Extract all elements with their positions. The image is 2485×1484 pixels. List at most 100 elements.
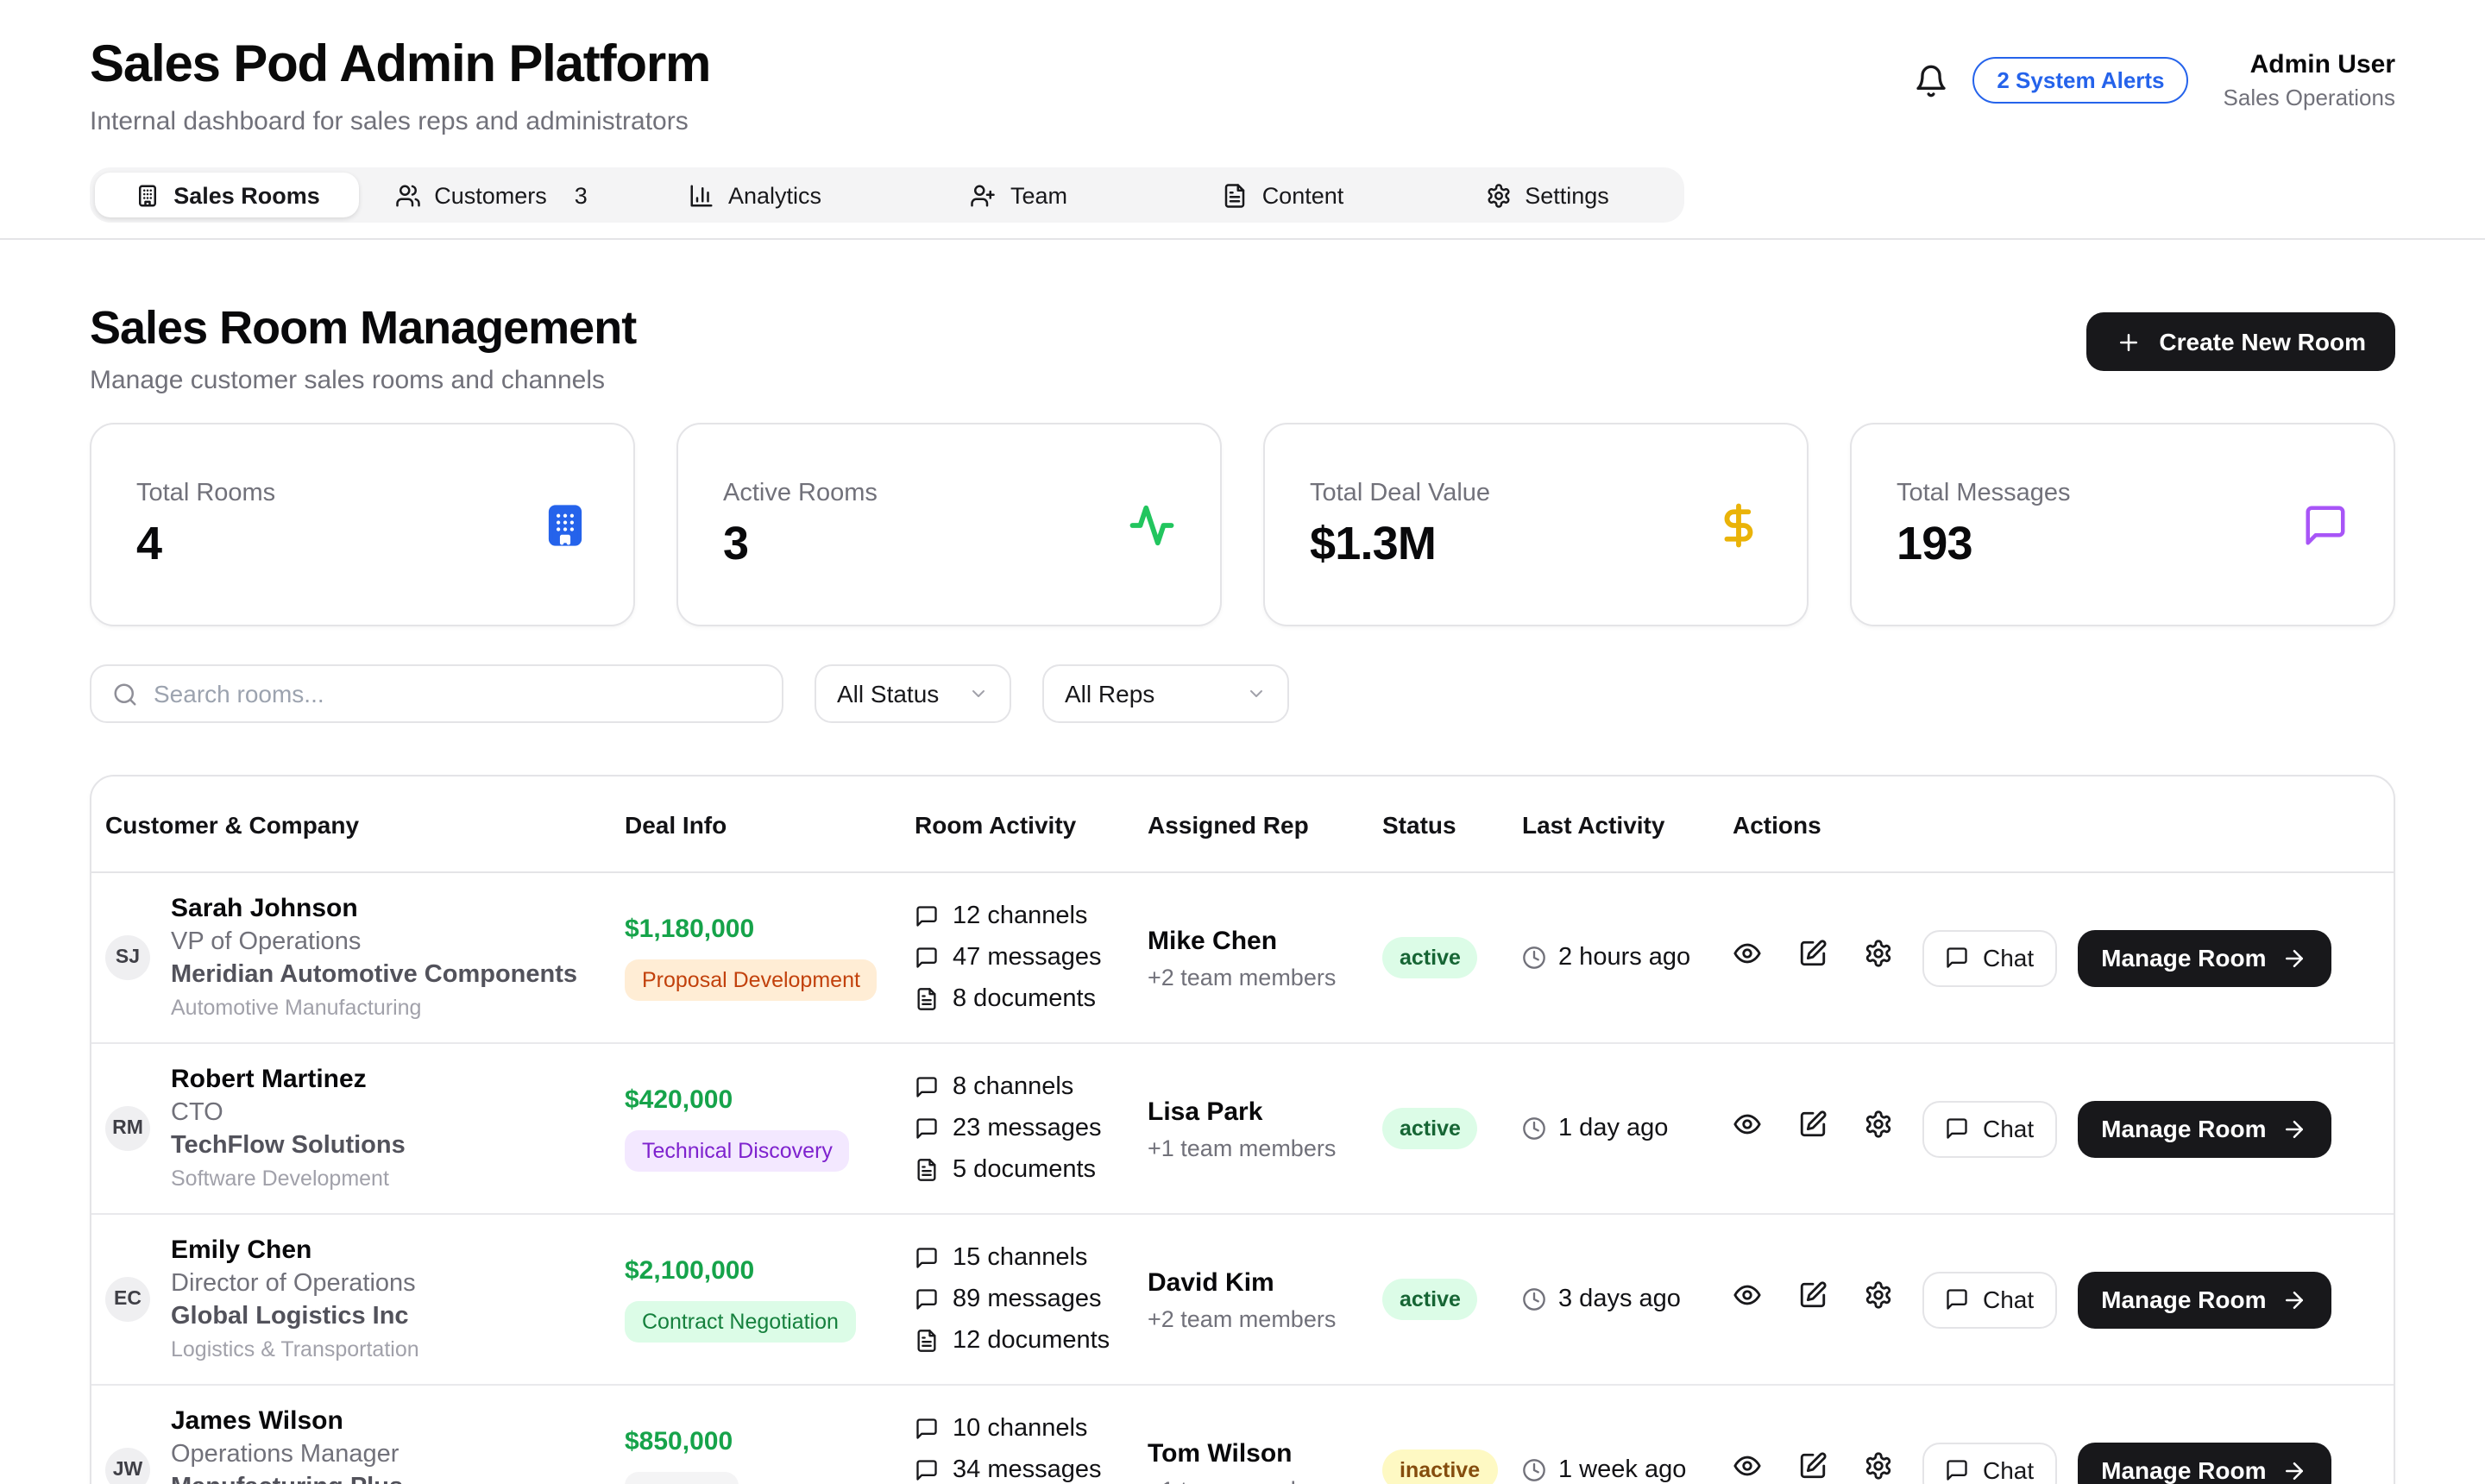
gear-icon [1864, 939, 1893, 968]
deal-value: $420,000 [625, 1085, 915, 1115]
app-root: Sales Pod Admin Platform Internal dashbo… [0, 0, 2485, 1484]
manage-room-button[interactable]: Manage Room [2077, 1271, 2331, 1328]
rep-team: +1 team members [1148, 1135, 1382, 1161]
rep-name: Lisa Park [1148, 1096, 1382, 1130]
channels-count: 8 channels [953, 1073, 1073, 1101]
chat-button[interactable]: Chat [1922, 1271, 2056, 1328]
reps-filter-select[interactable]: All Reps [1042, 664, 1289, 723]
stat-value: 3 [723, 517, 878, 570]
stat-label: Total Messages [1897, 479, 2071, 506]
chat-button[interactable]: Chat [1922, 929, 2056, 986]
chat-icon [1945, 946, 1969, 970]
gear-icon [1864, 1451, 1893, 1481]
rep-cell: Mike Chen +2 team members [1148, 925, 1382, 990]
view-button[interactable] [1733, 939, 1762, 977]
view-button[interactable] [1733, 1110, 1762, 1148]
gear-icon [1864, 1280, 1893, 1310]
clock-icon [1522, 1287, 1546, 1311]
customer-industry: Logistics & Transportation [171, 1336, 419, 1365]
deal-value: $2,100,000 [625, 1256, 915, 1286]
edit-button[interactable] [1798, 1451, 1828, 1484]
eye-icon [1733, 1280, 1762, 1310]
page-title: Sales Room Management [90, 302, 636, 355]
manage-room-button[interactable]: Manage Room [2077, 929, 2331, 986]
tab-analytics[interactable]: Analytics [623, 173, 887, 217]
tab-sales-rooms[interactable]: Sales Rooms [95, 173, 359, 217]
chat-button[interactable]: Chat [1922, 1442, 2056, 1484]
avatar: RM [105, 1106, 150, 1151]
customer-company: Global Logistics Inc [171, 1301, 419, 1334]
clock-icon [1522, 946, 1546, 970]
manage-room-button[interactable]: Manage Room [2077, 1100, 2331, 1157]
status-cell: active [1382, 937, 1522, 978]
documents-count: 8 documents [953, 985, 1096, 1013]
page-head: Sales Room Management Manage customer sa… [90, 302, 2395, 395]
customer-cell: EC Emily Chen Director of Operations Glo… [105, 1234, 625, 1365]
edit-button[interactable] [1798, 939, 1828, 977]
channels-count: 12 channels [953, 902, 1087, 930]
messages-count: 89 messages [953, 1286, 1102, 1313]
stats-grid: Total Rooms 4 Active Rooms 3 Total Deal … [90, 423, 2395, 626]
view-button[interactable] [1733, 1451, 1762, 1484]
create-new-room-button[interactable]: Create New Room [2086, 312, 2395, 371]
bell-icon[interactable] [1914, 63, 1948, 97]
deal-value: $1,180,000 [625, 915, 915, 944]
rep-name: David Kim [1148, 1267, 1382, 1301]
system-alerts-badge[interactable]: 2 System Alerts [1972, 57, 2188, 104]
room-settings-button[interactable] [1864, 1110, 1893, 1148]
manage-room-button[interactable]: Manage Room [2077, 1442, 2331, 1484]
customer-company: TechFlow Solutions [171, 1130, 406, 1163]
documents-icon [915, 987, 939, 1011]
search-box [90, 664, 783, 723]
last-activity-text: 2 hours ago [1558, 944, 1690, 972]
tab-label: Analytics [728, 182, 821, 208]
tab-bar: Sales Rooms Customers 3 Analytics Team C… [0, 167, 2485, 240]
edit-icon [1798, 939, 1828, 968]
chat-button[interactable]: Chat [1922, 1100, 2056, 1157]
room-settings-button[interactable] [1864, 939, 1893, 977]
chevron-down-icon [1246, 683, 1267, 704]
messages-icon [915, 1458, 939, 1482]
actions-cell: Chat Manage Room [1733, 1271, 2380, 1328]
customer-industry: Automotive Manufacturing [171, 994, 577, 1023]
chat-icon [1945, 1287, 1969, 1311]
app-title-block: Sales Pod Admin Platform Internal dashbo… [90, 36, 710, 136]
room-settings-button[interactable] [1864, 1451, 1893, 1484]
app-subtitle: Internal dashboard for sales reps and ad… [90, 107, 710, 136]
customer-company: Meridian Automotive Components [171, 959, 577, 992]
edit-button[interactable] [1798, 1110, 1828, 1148]
status-filter-select[interactable]: All Status [815, 664, 1011, 723]
tab-count-badge: 3 [575, 182, 588, 208]
user-plus-icon [971, 182, 997, 208]
edit-button[interactable] [1798, 1280, 1828, 1318]
customer-name: Emily Chen [171, 1234, 419, 1268]
tab-label: Team [1010, 182, 1067, 208]
activity-cell: 10 channels 34 messages 6 documents [915, 1415, 1148, 1484]
tab-team[interactable]: Team [887, 173, 1151, 217]
view-button[interactable] [1733, 1280, 1762, 1318]
file-text-icon [1223, 182, 1249, 208]
deal-cell: $850,000 On Hold [625, 1427, 915, 1484]
tab-content[interactable]: Content [1151, 173, 1415, 217]
room-settings-button[interactable] [1864, 1280, 1893, 1318]
customer-industry: Software Development [171, 1165, 406, 1194]
search-input[interactable] [154, 680, 761, 707]
table-row: SJ Sarah Johnson VP of Operations Meridi… [91, 873, 2394, 1042]
stat-card: Total Messages 193 [1850, 423, 2395, 626]
messages-count: 23 messages [953, 1115, 1102, 1142]
actions-cell: Chat Manage Room [1733, 1442, 2380, 1484]
stat-label: Total Deal Value [1310, 479, 1490, 506]
deal-stage-badge: Proposal Development [625, 959, 878, 1001]
documents-count: 12 documents [953, 1327, 1110, 1355]
arrow-right-icon [2282, 1116, 2308, 1141]
last-activity-text: 3 days ago [1558, 1286, 1681, 1313]
tab-label: Settings [1525, 182, 1609, 208]
rep-team: +2 team members [1148, 1306, 1382, 1332]
edit-icon [1798, 1110, 1828, 1139]
rooms-table-card: Customer & CompanyDeal InfoRoom Activity… [90, 775, 2395, 1484]
tab-settings[interactable]: Settings [1415, 173, 1679, 217]
avatar: SJ [105, 935, 150, 980]
search-icon [112, 681, 138, 707]
tab-customers[interactable]: Customers 3 [359, 173, 623, 217]
avatar: JW [105, 1448, 150, 1484]
